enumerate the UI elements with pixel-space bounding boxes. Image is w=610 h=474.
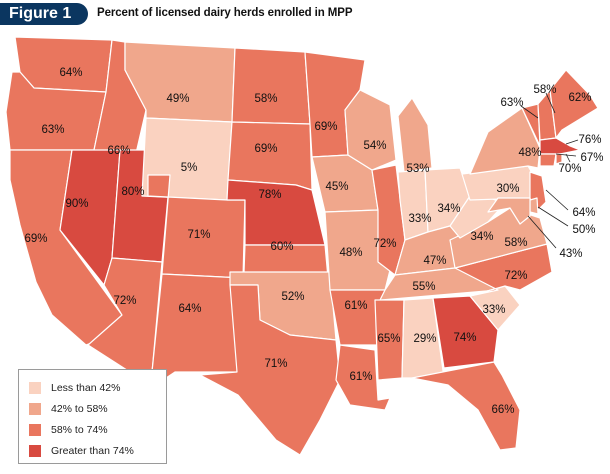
state-label-kansas: 60% [270,241,293,253]
leader-line-maryland [527,215,557,249]
state-connecticut [539,153,557,167]
legend-item: Greater than 74% [29,440,166,461]
state-label-michigan: 53% [406,163,429,175]
state-michigan [397,97,433,173]
legend-item: 58% to 74% [29,419,166,440]
figure-badge: Figure 1 [0,3,88,25]
state-label-utah: 80% [121,186,144,198]
state-label-south-carolina: 33% [482,304,505,316]
legend-label: Greater than 74% [51,444,134,457]
leader-line-connecticut [555,153,577,157]
state-label-louisiana: 61% [349,371,372,383]
state-label-new-hampshire: 58% [533,84,556,96]
legend-label: 58% to 74% [51,423,108,436]
state-south-dakota [227,121,313,191]
state-label-arizona: 72% [113,295,136,307]
state-georgia [432,295,499,369]
leader-line-massachusetts [565,139,579,145]
state-label-colorado: 71% [187,229,210,241]
state-label-ohio: 34% [437,203,460,215]
state-maine [549,69,599,139]
state-texas [199,284,341,456]
legend: Less than 42% 42% to 58% 58% to 74% Grea… [18,369,167,464]
state-label-oklahoma: 52% [281,291,304,303]
leader-line-delaware [537,206,569,227]
state-label-kentucky: 47% [423,255,446,267]
state-label-mississippi: 65% [377,333,400,345]
state-label-oregon: 63% [41,124,64,136]
state-label-illinois: 72% [373,238,396,250]
state-label-tennessee: 55% [412,281,435,293]
legend-swatch-58-to-74 [29,423,41,436]
state-label-idaho: 66% [107,145,130,157]
state-label-north-dakota: 58% [254,93,277,105]
state-florida [411,361,521,451]
state-label-vermont: 63% [500,97,523,109]
state-label-massachusetts: 76% [578,134,601,146]
state-label-connecticut: 67% [580,152,603,164]
state-label-wisconsin: 54% [363,140,386,152]
state-label-alabama: 29% [413,333,436,345]
state-massachusetts [539,137,581,155]
state-label-texas: 71% [264,358,287,370]
legend-label: 42% to 58% [51,402,108,415]
legend-item: Less than 42% [29,377,166,398]
state-north-dakota [231,47,311,125]
legend-label: Less than 42% [51,381,121,394]
state-arizona [87,257,163,373]
state-label-nebraska: 78% [258,189,281,201]
state-label-pennsylvania: 30% [496,183,519,195]
state-label-new-jersey: 64% [572,207,595,219]
state-louisiana [335,344,391,411]
state-label-maryland: 43% [559,248,582,260]
leader-line-new-jersey [545,189,569,211]
state-new-mexico [151,273,244,383]
state-label-iowa: 45% [325,181,348,193]
state-label-washington: 64% [59,67,82,79]
state-label-georgia: 74% [453,332,476,344]
legend-item: 42% to 58% [29,398,166,419]
legend-swatch-42-to-58 [29,402,41,415]
state-wisconsin [344,89,397,171]
state-label-montana: 49% [166,93,189,105]
state-label-california: 69% [24,233,47,245]
state-label-north-carolina: 72% [504,270,527,282]
state-label-wyoming: 5% [181,162,198,174]
state-label-rhode-island: 70% [558,163,581,175]
legend-swatch-greater-than-74 [29,444,41,457]
state-label-west-virginia: 34% [470,231,493,243]
state-label-nevada: 90% [65,198,88,210]
state-label-missouri: 48% [339,247,362,259]
leader-line-new-hampshire [545,92,556,114]
state-north-carolina [454,243,553,297]
state-label-arkansas: 61% [344,300,367,312]
state-label-new-mexico: 64% [178,303,201,315]
state-maryland [487,197,531,225]
state-label-south-dakota: 69% [254,143,277,155]
state-label-new-york: 48% [518,147,541,159]
state-label-indiana: 33% [408,213,431,225]
state-label-maine: 62% [568,92,591,104]
state-label-florida: 66% [491,404,514,416]
state-label-minnesota: 69% [314,121,337,133]
state-delaware [529,197,539,215]
leader-line-vermont [520,105,539,119]
state-label-virginia: 58% [504,237,527,249]
legend-swatch-less-than-42 [29,381,41,394]
figure-title: Percent of licensed dairy herds enrolled… [97,7,353,19]
state-label-delaware: 50% [572,224,595,236]
